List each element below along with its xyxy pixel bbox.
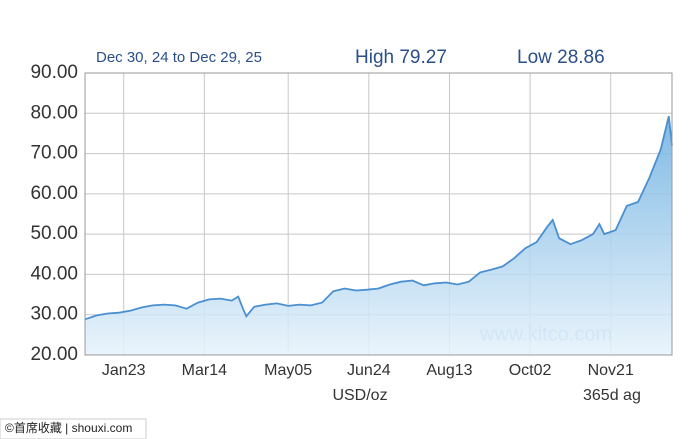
plot-border [84,72,673,356]
y-tick-label: 40.00 [30,263,78,284]
x-tick-label: Mar14 [182,362,227,379]
footer-box [0,418,147,439]
y-tick-label: 50.00 [30,223,78,244]
x-tick-label: Jan23 [102,362,146,379]
y-tick-label: 30.00 [30,304,78,325]
x-axis-label: USD/oz [332,387,387,404]
high: High 79.27 [355,47,447,68]
y-tick-label: 70.00 [30,143,78,164]
x-tick-label: Aug13 [426,362,472,379]
x-tick-label: May05 [264,362,312,379]
x-tick-label: Oct02 [509,362,552,379]
x-note: 365d ag [583,387,641,404]
footer: ©首席收藏 | shouxi.com [5,420,132,435]
y-tick-label: 20.00 [30,344,78,365]
y-tick-label: 90.00 [30,62,78,83]
x-tick-label: Nov21 [588,362,634,379]
x-tick-label: Jun24 [347,362,391,379]
area [85,116,672,355]
line [84,115,673,321]
low: Low 28.86 [517,47,605,68]
y-tick-label: 80.00 [30,102,78,123]
y-tick-label: 60.00 [30,183,78,204]
date-range: Dec 30, 24 to Dec 29, 25 [96,49,262,66]
